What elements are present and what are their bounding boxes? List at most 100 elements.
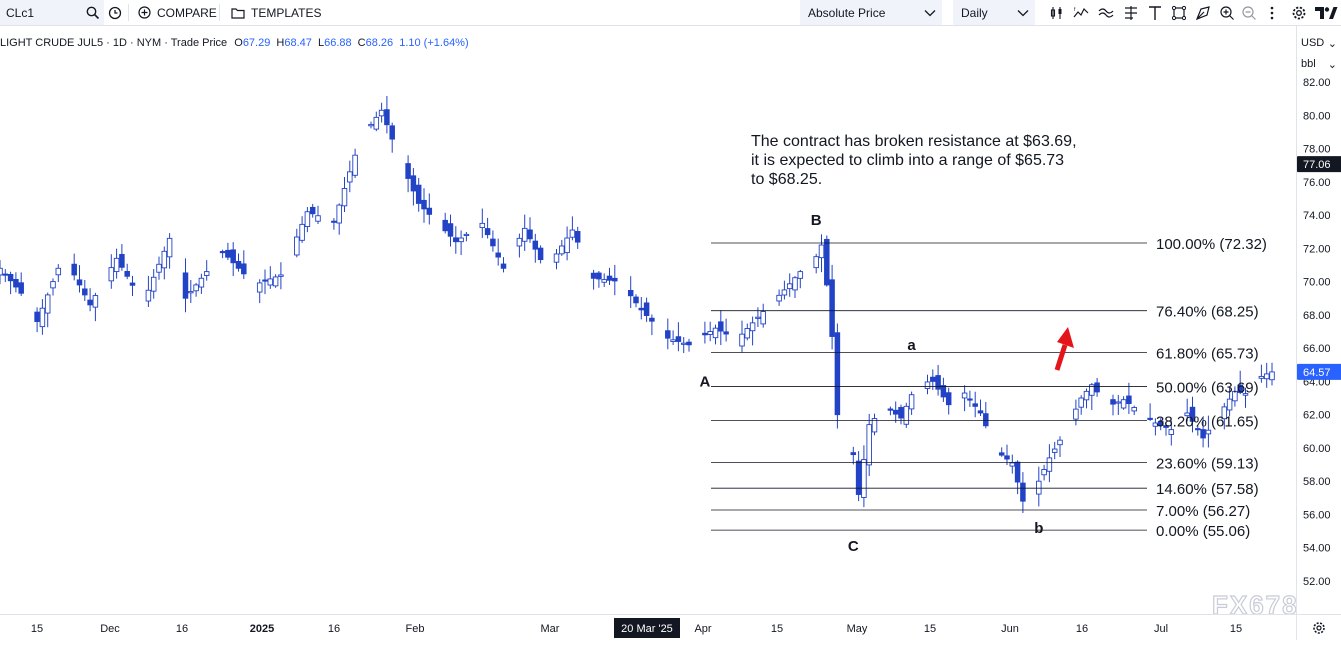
interval-select[interactable]: Daily <box>953 0 1035 25</box>
candle <box>638 296 645 320</box>
axis-settings-button[interactable] <box>1296 614 1341 640</box>
candle-body <box>203 271 210 276</box>
candle <box>903 402 910 428</box>
candle <box>256 279 263 304</box>
candle-body <box>643 302 650 316</box>
time-axis[interactable]: 15 Dec 16 2025 16 Feb Mar 20 Mar '25 Apr 15 May 15 J… <box>0 614 1296 640</box>
candle-body <box>553 253 560 263</box>
candle <box>521 214 528 251</box>
candle-body <box>0 267 3 276</box>
currency-select[interactable]: USD ⌄ <box>1298 37 1340 50</box>
fib-tools-icon[interactable] <box>1122 0 1140 25</box>
plus-circle-icon <box>138 6 151 19</box>
search-icon[interactable] <box>86 0 100 25</box>
price-marker-label: 77.06 <box>1303 159 1331 171</box>
candle <box>484 217 491 239</box>
chart-pane[interactable]: 100.00% (72.32) 76.40% (68.25) 61.80% (65.… <box>0 26 1296 614</box>
fib-retracement[interactable]: 100.00% (72.32) 76.40% (68.25) 61.80% (65.… <box>711 236 1267 540</box>
time-tick-label: Feb <box>406 623 425 635</box>
candle <box>643 297 650 322</box>
candlestick-series <box>0 95 1275 514</box>
candle <box>887 406 894 416</box>
candle-body <box>1057 439 1063 446</box>
symbol-search-field[interactable]: CLc1 <box>0 0 104 25</box>
candle <box>1242 387 1249 408</box>
candle-body <box>1205 429 1212 435</box>
candle-body <box>7 273 14 282</box>
price-type-select[interactable]: Absolute Price <box>800 0 942 25</box>
candles-icon[interactable] <box>1048 0 1066 25</box>
price-tick-label: 70.00 <box>1303 277 1331 289</box>
time-tick-label: Mar <box>541 623 560 635</box>
legend-low-value: 66.88 <box>324 37 352 49</box>
candle-body <box>225 249 231 258</box>
candle <box>739 320 745 353</box>
candle-body <box>500 263 507 269</box>
candle <box>1073 399 1079 426</box>
candle-body <box>903 405 910 425</box>
legend-low-key: L <box>317 37 325 49</box>
candle-body <box>235 260 242 269</box>
time-tick-label: 16 <box>328 623 340 635</box>
candle <box>182 258 189 313</box>
candle <box>113 248 120 279</box>
candle <box>871 413 878 436</box>
candle <box>410 168 417 206</box>
candle <box>1046 444 1053 483</box>
candle <box>1110 394 1116 416</box>
candle <box>55 264 62 283</box>
candle <box>1020 472 1026 514</box>
time-tick-label: 16 <box>1076 623 1088 635</box>
candle <box>0 260 3 285</box>
settings-icon[interactable] <box>1290 0 1308 25</box>
candle-body <box>415 184 422 204</box>
price-tick-label: 52.00 <box>1303 576 1331 588</box>
candle <box>1083 388 1090 409</box>
candle <box>590 269 597 290</box>
candle <box>537 245 544 264</box>
candle <box>82 279 88 301</box>
fib-level-label: 7.00% (56.27) <box>1156 503 1250 520</box>
candle-body <box>166 237 173 258</box>
clock-icon[interactable] <box>108 0 122 25</box>
unit-select[interactable]: bbl ⌄ <box>1298 58 1340 71</box>
candle-body <box>755 316 761 319</box>
candle-body <box>230 249 236 264</box>
candle <box>792 276 798 299</box>
up-arrow-icon[interactable] <box>1054 327 1074 371</box>
brush-icon[interactable] <box>1194 0 1212 25</box>
price-axis[interactable]: 52.00 54.00 56.00 58.00 60.00 62.00 64.00 66.00… <box>1296 26 1341 614</box>
candle <box>124 263 130 280</box>
more-icon[interactable] <box>1263 0 1281 25</box>
candle-body <box>776 294 782 302</box>
unit-value: bbl <box>1301 58 1316 70</box>
candle-body <box>1110 399 1116 405</box>
candle <box>241 250 247 280</box>
candle <box>1221 402 1228 430</box>
annotation-text[interactable]: The contract has broken resistance at $6… <box>751 133 1077 188</box>
candle-body <box>161 250 168 269</box>
candle-body <box>887 408 894 411</box>
candle-body <box>792 277 798 291</box>
candle-body <box>1020 482 1026 502</box>
candle-body <box>463 233 470 237</box>
candle-body <box>1041 469 1047 476</box>
candle <box>1147 403 1153 421</box>
legend-high-key: H <box>276 37 285 49</box>
trend-lines-icon[interactable] <box>1097 0 1115 25</box>
candle-body <box>34 311 40 322</box>
patterns-icon[interactable] <box>1170 0 1188 25</box>
candle <box>861 445 867 508</box>
candle-body <box>924 381 931 389</box>
symbol-text: CLc1 <box>6 5 35 20</box>
templates-button[interactable]: TEMPLATES <box>231 0 321 25</box>
candle <box>516 233 523 258</box>
zoom-in-icon[interactable] <box>1218 0 1236 25</box>
tradingview-logo-icon[interactable] <box>1314 0 1338 25</box>
indicators-icon[interactable]: f <box>1072 0 1090 25</box>
compare-button[interactable]: COMPARE <box>138 0 217 25</box>
price-tick-label: 56.00 <box>1303 509 1331 521</box>
candle-body <box>998 452 1005 456</box>
text-icon[interactable] <box>1146 0 1164 25</box>
zoom-out-icon[interactable] <box>1240 0 1258 25</box>
